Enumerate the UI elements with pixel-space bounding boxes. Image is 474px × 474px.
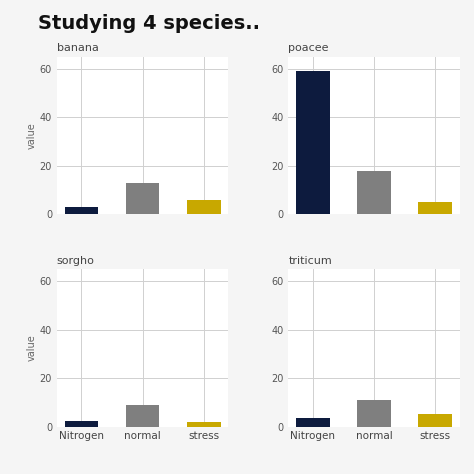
Y-axis label: value: value — [27, 122, 37, 149]
Bar — [296, 418, 330, 427]
Bar — [64, 207, 98, 214]
Y-axis label: value: value — [27, 335, 37, 361]
Bar — [419, 202, 452, 214]
Text: Studying 4 species..: Studying 4 species.. — [38, 14, 260, 33]
Bar — [357, 171, 391, 214]
Bar — [126, 183, 159, 214]
Text: triticum: triticum — [288, 255, 332, 266]
Bar — [357, 400, 391, 427]
Text: sorgho: sorgho — [57, 255, 95, 266]
Text: banana: banana — [57, 43, 99, 53]
Bar — [64, 420, 98, 427]
Bar — [419, 414, 452, 427]
Text: poacee: poacee — [288, 43, 329, 53]
Bar — [296, 72, 330, 214]
Bar — [187, 422, 220, 427]
Bar — [187, 200, 220, 214]
Bar — [126, 405, 159, 427]
